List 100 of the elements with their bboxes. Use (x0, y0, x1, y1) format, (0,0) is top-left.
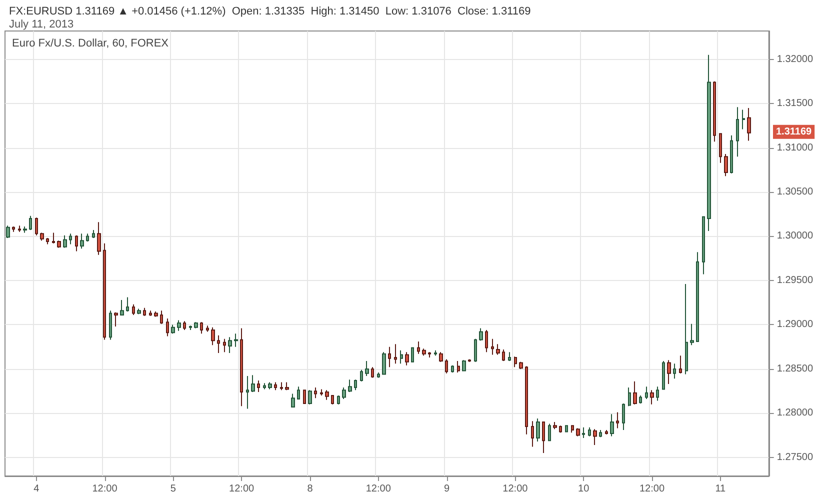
candlestick (667, 360, 671, 384)
y-tick-label: 1.30500 (776, 186, 814, 198)
candlestick (622, 402, 625, 430)
candlestick (633, 380, 637, 405)
candlestick (342, 387, 346, 400)
candlestick (92, 230, 95, 239)
candlestick (337, 394, 340, 405)
candlestick (308, 390, 312, 405)
candlestick (559, 425, 562, 434)
candlestick (485, 330, 488, 353)
x-tick-label: 4 (34, 484, 40, 494)
candlestick (120, 299, 124, 316)
candlestick (736, 106, 739, 158)
candlestick (320, 388, 323, 396)
candlestick (18, 225, 21, 232)
x-tick-label: 11 (715, 484, 726, 494)
candlestick (673, 363, 676, 380)
candlestick (189, 325, 192, 331)
x-tick-label: 8 (307, 484, 314, 494)
candlestick (593, 428, 597, 446)
candlestick (571, 425, 574, 434)
candlestick (360, 369, 363, 382)
candlestick (234, 333, 238, 348)
candlestick (707, 54, 711, 232)
candlestick (411, 347, 414, 362)
candlestick (291, 393, 295, 408)
candlestick (434, 350, 437, 356)
candlestick (280, 382, 283, 391)
candlestick (29, 215, 32, 231)
candlestick (650, 390, 654, 405)
candlestick (223, 338, 226, 353)
candlestick (525, 366, 528, 435)
candlestick (257, 380, 260, 392)
candlestick (285, 382, 289, 391)
candlestick (582, 426, 585, 438)
candlestick (542, 422, 545, 454)
candlestick (679, 355, 682, 374)
candlestick (616, 412, 619, 429)
y-tick-label: 1.28500 (776, 363, 814, 374)
candlestick (200, 322, 203, 334)
candlestick (747, 107, 751, 142)
candlestick (400, 350, 403, 364)
candlestick (742, 109, 745, 130)
y-tick-label: 1.31000 (776, 142, 814, 154)
candlestick (137, 308, 141, 315)
candlestick (610, 414, 614, 437)
candlestick (474, 338, 477, 362)
candlestick (348, 379, 352, 392)
candlestick (297, 386, 300, 400)
candlestick (52, 232, 55, 244)
x-tick-label: 12:00 (92, 484, 118, 494)
candlestick (371, 366, 374, 378)
candlestick (719, 133, 722, 164)
candlestick (126, 296, 129, 312)
candlestick (730, 134, 733, 174)
candlestick (194, 322, 198, 329)
candlestick (479, 328, 483, 342)
candlestick (251, 374, 255, 392)
candlestick (171, 324, 175, 334)
y-tick-label: 1.31500 (776, 98, 814, 110)
candlestick (417, 341, 420, 354)
candlestick (422, 348, 426, 356)
candlestick (690, 323, 694, 346)
candlestick (656, 386, 659, 402)
candlestick (263, 382, 266, 390)
y-tick-label: 1.32000 (776, 54, 814, 65)
candlestick (303, 390, 306, 404)
text: 1.31169 (776, 126, 812, 138)
candlestick (702, 216, 705, 275)
candlestick (662, 360, 665, 390)
candlestick (132, 304, 135, 316)
candlestick (246, 376, 249, 410)
candlestick (109, 310, 112, 340)
candlestick (382, 352, 386, 375)
candlestick (86, 233, 89, 242)
candlestick (462, 360, 466, 372)
candlestick (160, 310, 163, 324)
candlestick (35, 217, 38, 236)
candlestick (354, 379, 357, 391)
candlestick (268, 382, 272, 390)
candlestick (457, 360, 460, 373)
candlestick (565, 425, 568, 432)
candlestick (553, 422, 557, 430)
y-tick-label: 1.29000 (776, 319, 814, 330)
candlestick (405, 352, 409, 366)
candlestick (63, 234, 67, 248)
candlestick (114, 312, 118, 327)
candlestick (154, 310, 158, 318)
candlestick (228, 336, 232, 354)
y-tick-label: 1.28000 (776, 408, 814, 419)
x-tick-label: 12:00 (229, 484, 255, 494)
candlestick (211, 326, 215, 346)
candlestick (576, 428, 580, 437)
candlestick (394, 344, 397, 364)
candlestick (149, 310, 152, 316)
candlestick (536, 418, 540, 442)
y-tick-label: 1.30000 (776, 230, 814, 242)
candlestick (274, 382, 277, 391)
candlestick (428, 352, 431, 358)
candlestick (166, 318, 169, 337)
